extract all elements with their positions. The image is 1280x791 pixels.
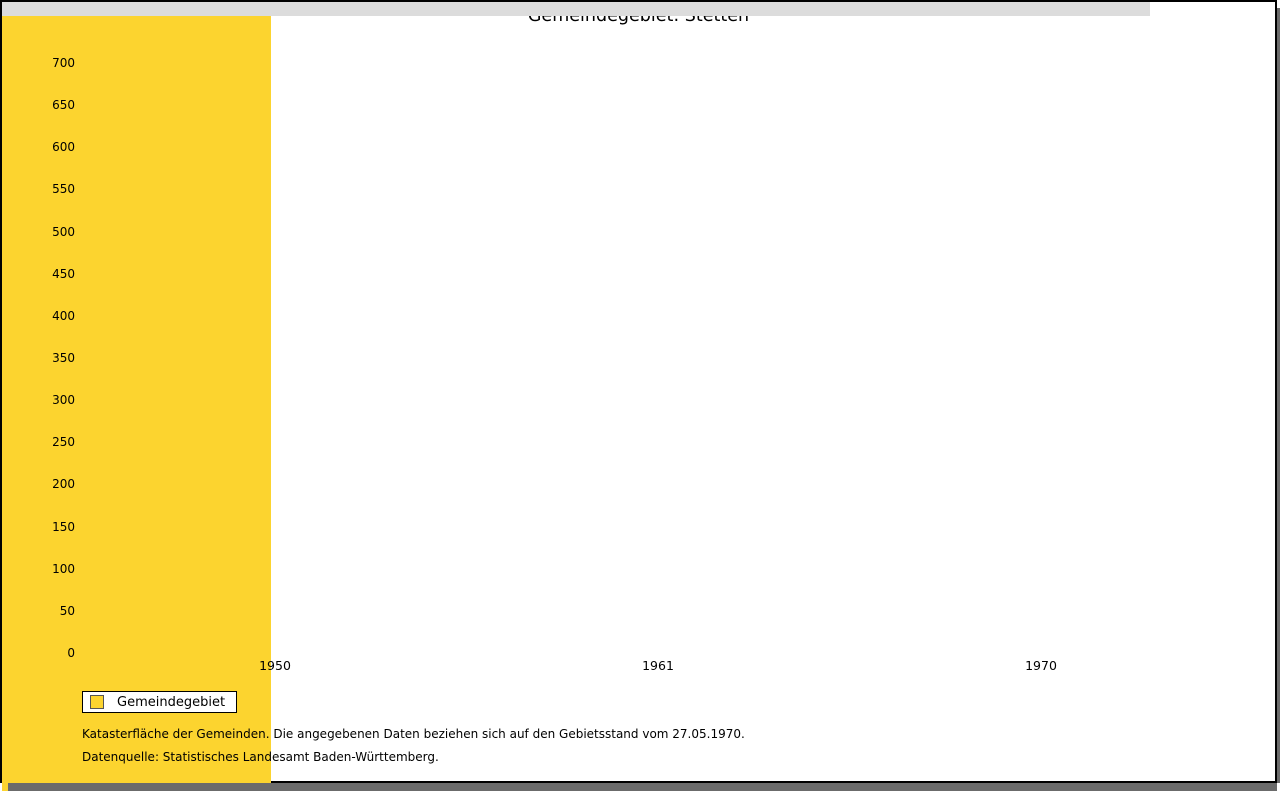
y-gridline xyxy=(2,8,1150,9)
y-gridline xyxy=(2,6,1150,7)
legend-swatch-icon xyxy=(90,695,104,709)
frame-shadow-bottom xyxy=(8,783,1277,791)
y-axis-tick-label: 150 xyxy=(52,520,75,534)
x-axis-category-label: 1950 xyxy=(259,658,291,673)
bar xyxy=(2,587,271,791)
y-gridline xyxy=(2,15,1150,16)
y-gridline xyxy=(2,7,1150,8)
footer-data-source: Datenquelle: Statistisches Landesamt Bad… xyxy=(82,750,439,764)
y-gridline xyxy=(2,12,1150,13)
y-axis-tick-label: 400 xyxy=(52,309,75,323)
y-gridline xyxy=(2,10,1150,11)
y-gridline xyxy=(2,11,1150,12)
y-gridline xyxy=(2,9,1150,10)
x-axis-category-label: 1961 xyxy=(642,658,674,673)
y-axis-tick-label: 100 xyxy=(52,562,75,576)
y-axis-tick-label: 0 xyxy=(67,646,75,660)
x-axis-category-label: 1970 xyxy=(1025,658,1057,673)
bar xyxy=(2,16,271,587)
y-gridline xyxy=(2,3,1150,4)
y-axis-tick-label: 350 xyxy=(52,351,75,365)
y-axis-tick-label: 550 xyxy=(52,182,75,196)
y-gridline xyxy=(2,5,1150,6)
y-axis-tick-label: 50 xyxy=(59,604,75,618)
y-gridline xyxy=(2,4,1150,5)
legend-label: Gemeindegebiet xyxy=(117,694,226,710)
y-axis-tick-label: 500 xyxy=(52,225,75,239)
legend: Gemeindegebiet xyxy=(82,691,238,713)
y-gridline xyxy=(2,13,1150,14)
y-gridline xyxy=(2,2,1150,3)
y-axis-tick-label: 200 xyxy=(52,477,75,491)
y-axis-tick-label: 650 xyxy=(52,98,75,112)
y-axis-tick-label: 450 xyxy=(52,267,75,281)
y-axis-tick-label: 600 xyxy=(52,140,75,154)
y-axis-tick-label: 250 xyxy=(52,435,75,449)
footer-source-note: Katasterfläche der Gemeinden. Die angege… xyxy=(82,727,745,741)
y-axis-tick-label: 300 xyxy=(52,393,75,407)
frame-shadow-right xyxy=(1277,8,1280,783)
y-axis-tick-label: 700 xyxy=(52,56,75,70)
y-gridline xyxy=(2,14,1150,15)
